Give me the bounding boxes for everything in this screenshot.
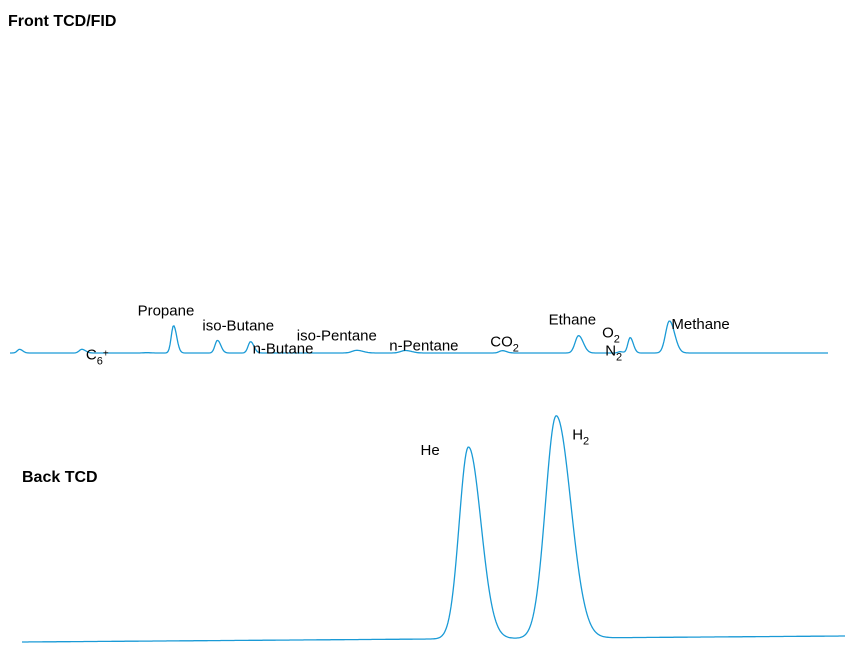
peak-label-1-0: He	[421, 442, 440, 459]
peak-label-0-10: O2	[602, 325, 620, 346]
front-panel-title: Front TCD/FID	[8, 13, 116, 30]
peak-label-0-5: n-Butane	[253, 341, 314, 358]
peak-label-0-3: Propane	[138, 303, 195, 320]
peak-label-0-8: CO2	[490, 334, 519, 355]
peak-label-0-12: Methane	[671, 316, 729, 333]
peak-label-0-6: iso-Pentane	[297, 327, 377, 344]
peak-label-0-9: Ethane	[549, 312, 597, 329]
peak-label-0-4: iso-Butane	[202, 317, 274, 334]
peak-label-1-1: H2	[572, 427, 589, 448]
peak-label-0-7: n-Pentane	[389, 338, 458, 355]
front-trace-line	[10, 320, 828, 354]
back-trace-line	[22, 415, 845, 643]
peak-label-0-1: C6+	[86, 346, 109, 367]
back-panel-title: Back TCD	[22, 469, 98, 486]
peak-label-0-11: N2	[605, 343, 622, 364]
